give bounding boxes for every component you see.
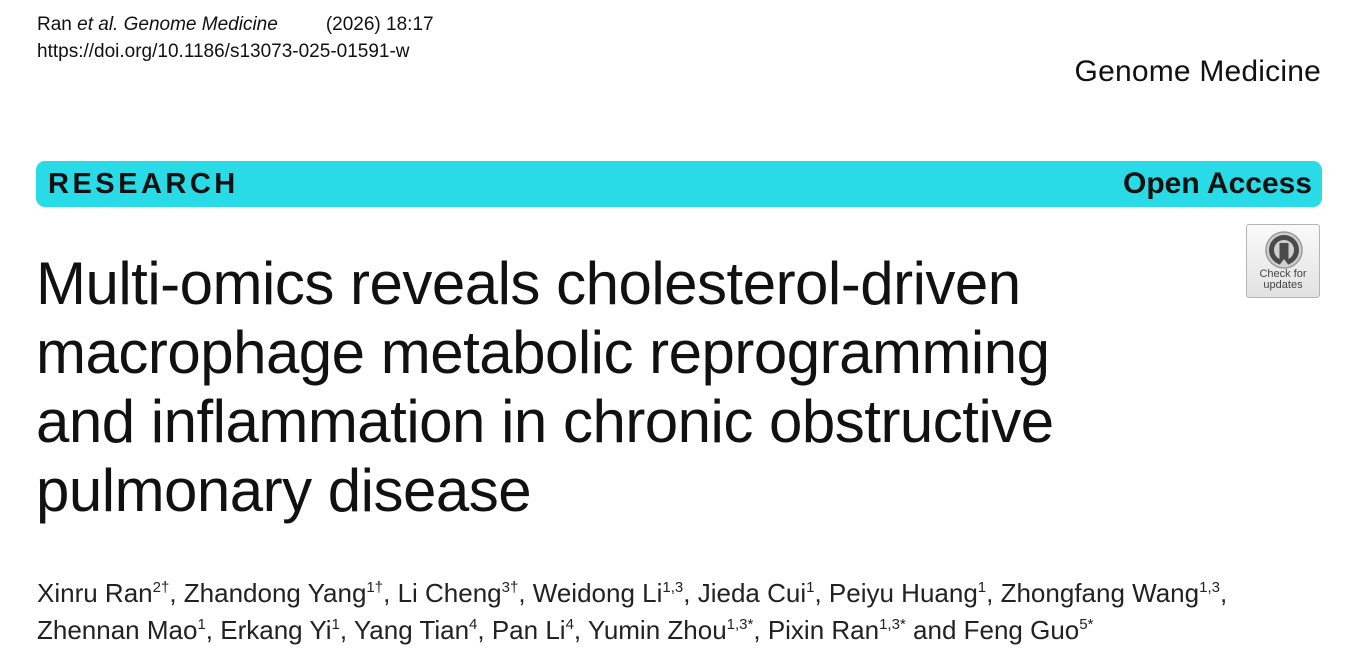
author[interactable]: Pan Li4 — [491, 615, 574, 645]
author[interactable]: Yumin Zhou1,3* — [587, 615, 754, 645]
cite-author: Ran — [37, 14, 72, 35]
check-for-updates-text: Check for updates — [1259, 268, 1307, 291]
author-affiliation: 4 — [565, 616, 574, 633]
author-affiliation: 4 — [469, 616, 478, 633]
title-line: and inflammation in chronic obstructive — [36, 388, 1054, 455]
author[interactable]: Xinru Ran2† — [37, 578, 170, 608]
author[interactable]: Li Cheng3† — [397, 578, 519, 608]
author-affiliation: 2† — [152, 579, 170, 596]
author[interactable]: Erkang Yi1 — [220, 615, 340, 645]
author-list: Xinru Ran2†, Zhandong Yang1†, Li Cheng3†… — [37, 578, 1228, 645]
author[interactable]: Pixin Ran1,3* — [767, 615, 906, 645]
cite-etal: et al. — [77, 14, 119, 35]
open-access-label: Open Access — [1123, 167, 1312, 200]
author-affiliation: 1,3 — [662, 579, 684, 596]
author[interactable]: Weidong Li1,3 — [532, 578, 684, 608]
author[interactable]: Peiyu Huang1 — [828, 578, 987, 608]
author[interactable]: Zhongfang Wang1,3 — [1000, 578, 1220, 608]
cite-year-volume: (2026) 18:17 — [325, 14, 434, 35]
author[interactable]: Zhennan Mao1 — [37, 615, 206, 645]
author[interactable]: Yang Tian4 — [353, 615, 478, 645]
author-affiliation: 1 — [331, 616, 340, 633]
title-line: pulmonary disease — [36, 457, 532, 524]
author-affiliation: 1,3 — [1199, 579, 1220, 596]
doi-link[interactable]: https://doi.org/10.1186/s13073-025-01591… — [37, 41, 410, 62]
author-affiliation: 1 — [977, 579, 987, 596]
cite-journal: Genome Medicine — [123, 14, 278, 35]
journal-name: Genome Medicine — [1074, 55, 1321, 88]
check-for-updates-button[interactable]: Check for updates — [1246, 224, 1320, 298]
author-affiliation: 1,3* — [726, 616, 754, 633]
citation-header: Ran et al. Genome Medicine (2026) 18:17 h… — [37, 11, 434, 65]
article-type-label: RESEARCH — [48, 168, 239, 200]
author[interactable]: Jieda Cui1 — [697, 578, 815, 608]
author[interactable]: Feng Guo5* — [963, 615, 1094, 645]
article-type-banner: RESEARCH Open Access — [36, 161, 1322, 207]
article-title: Multi-omics reveals cholesterol-driven m… — [36, 249, 1186, 525]
author-affiliation: 1,3* — [879, 616, 906, 633]
crossmark-icon — [1265, 231, 1303, 269]
title-line: macrophage metabolic reprogramming — [36, 319, 1050, 386]
author[interactable]: Zhandong Yang1† — [183, 578, 384, 608]
citation-line: Ran et al. Genome Medicine (2026) 18:17 — [37, 11, 434, 38]
author-affiliation: 5* — [1079, 616, 1094, 633]
author-affiliation: 1 — [197, 616, 206, 633]
author-affiliation: 1 — [806, 579, 815, 596]
title-line: Multi-omics reveals cholesterol-driven — [36, 250, 1021, 317]
author-affiliation: 3† — [501, 579, 519, 596]
author-affiliation: 1† — [366, 579, 384, 596]
